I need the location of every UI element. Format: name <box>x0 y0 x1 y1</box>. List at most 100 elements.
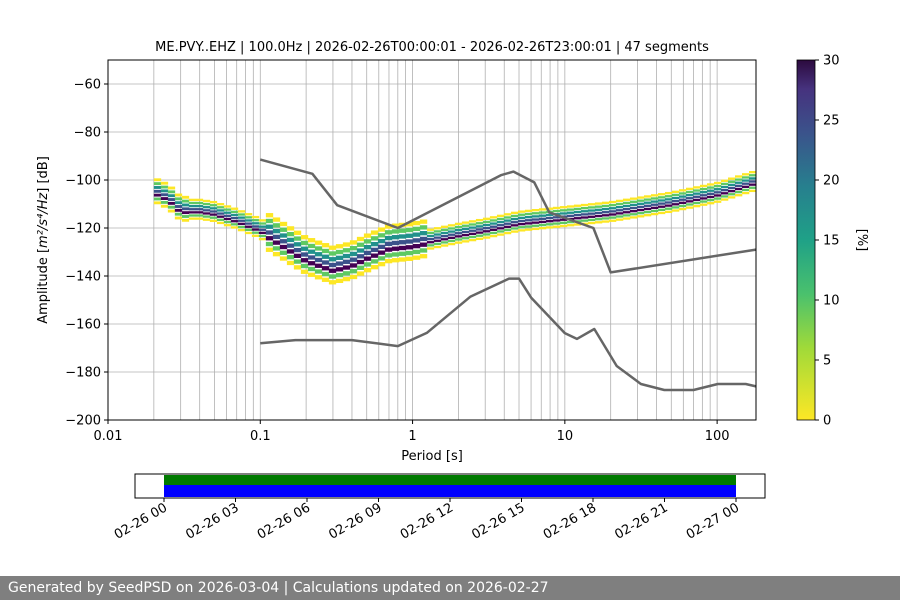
heatmap-cell <box>209 213 218 216</box>
heatmap-cell <box>433 239 442 242</box>
heatmap-cell <box>258 219 267 222</box>
heatmap-cell <box>580 203 589 207</box>
heatmap-cell <box>482 230 491 233</box>
heatmap-cell <box>720 189 729 192</box>
heatmap-cell <box>321 243 330 248</box>
heatmap-cell <box>370 230 379 235</box>
heatmap-cell <box>195 217 204 220</box>
heatmap-cell <box>160 200 169 204</box>
heatmap-cell <box>370 247 379 253</box>
heatmap-cell <box>426 247 435 250</box>
heatmap-cell <box>615 215 624 218</box>
heatmap-cell <box>552 222 561 225</box>
heatmap-cell <box>559 224 568 228</box>
heatmap-cell <box>342 248 351 253</box>
heatmap-cell <box>608 219 617 222</box>
colorbar-gradient <box>796 59 816 421</box>
heatmap-cell <box>545 216 554 220</box>
heatmap-cell <box>657 208 666 212</box>
heatmap-cell <box>440 225 449 228</box>
heatmap-cell <box>223 220 232 224</box>
heatmap-cell <box>741 179 750 182</box>
heatmap-cell <box>237 222 246 226</box>
heatmap-cell <box>720 182 729 186</box>
heatmap-cell <box>566 214 575 218</box>
heatmap-cell <box>223 208 232 211</box>
heatmap-cell <box>356 254 365 259</box>
heatmap-cell <box>524 219 533 222</box>
heatmap-cell <box>356 265 365 270</box>
heatmap-cell <box>153 197 162 201</box>
heatmap-cell <box>356 248 365 253</box>
heatmap-cell <box>468 235 477 239</box>
heatmap-cell <box>601 211 610 214</box>
colorbar-ticks: 0 5 10 15 20 25 30 <box>815 54 840 429</box>
heatmap-cell <box>552 219 561 222</box>
heatmap-cell <box>398 234 407 239</box>
heatmap-cell <box>300 263 309 269</box>
heatmap-cell <box>559 209 568 212</box>
heatmap-cell <box>377 250 386 255</box>
heatmap-cell <box>405 256 414 261</box>
heatmap-cell <box>412 220 421 226</box>
heatmap-cell <box>279 250 288 255</box>
heatmap-cell <box>650 206 659 210</box>
heatmap-cell <box>370 265 379 270</box>
heatmap-cell <box>363 262 372 267</box>
heatmap-cell <box>699 184 708 188</box>
heatmap-cell <box>734 190 743 194</box>
heatmap-cell <box>601 214 610 217</box>
heatmap-cell <box>335 261 344 266</box>
heatmap-cell <box>524 209 533 213</box>
heatmap-cell <box>503 222 512 225</box>
heatmap-cell <box>391 258 400 263</box>
heatmap-cell <box>188 208 197 211</box>
heatmap-cell <box>552 225 561 228</box>
heatmap-cell <box>377 261 386 267</box>
heatmap-cell <box>426 234 435 238</box>
heatmap-cell <box>160 185 169 189</box>
heatmap-cell <box>153 186 162 189</box>
heatmap-cell <box>405 227 414 233</box>
heatmap-cell <box>573 210 582 214</box>
heatmap-cell <box>391 223 400 228</box>
heatmap-cell <box>307 238 316 243</box>
heatmap-cell <box>685 197 694 200</box>
x-tick-label: 10 <box>557 429 574 444</box>
heatmap-cell <box>678 192 687 195</box>
x-tick-label: 0.01 <box>94 429 123 444</box>
heatmap-cell <box>489 225 498 228</box>
heatmap-cell <box>188 211 197 214</box>
heatmap-cell <box>741 191 750 195</box>
heatmap-cell <box>636 208 645 212</box>
y-tick-label: −140 <box>65 270 101 285</box>
heatmap-cell <box>517 222 526 226</box>
heatmap-cell <box>657 196 666 199</box>
heatmap-cell <box>629 209 638 213</box>
heatmap-cell <box>650 209 659 213</box>
low-noise-model-line <box>260 277 757 392</box>
heatmap-cell <box>440 228 449 232</box>
heatmap-cell <box>510 221 519 224</box>
heatmap-cell <box>321 271 330 277</box>
heatmap-cell <box>692 195 701 198</box>
heatmap-cell <box>286 231 295 237</box>
heatmap-cell <box>412 238 421 243</box>
timeline-used-bar <box>164 475 736 485</box>
heatmap-cell <box>167 201 176 205</box>
heatmap-cell <box>349 240 358 245</box>
heatmap-cell <box>741 182 750 185</box>
heatmap-cell <box>209 200 218 204</box>
heatmap-cell <box>286 249 295 254</box>
heatmap-cell <box>678 198 687 201</box>
heatmap-cell <box>692 201 701 205</box>
heatmap-cell <box>636 196 645 199</box>
heatmap-cell <box>601 204 610 208</box>
heatmap-cell <box>398 228 407 233</box>
heatmap-cell <box>223 214 232 218</box>
heatmap-cell <box>349 246 358 251</box>
heatmap-cell <box>713 194 722 197</box>
heatmap-cell <box>461 230 470 234</box>
heatmap-cell <box>734 194 743 197</box>
heatmap-cell <box>573 213 582 217</box>
